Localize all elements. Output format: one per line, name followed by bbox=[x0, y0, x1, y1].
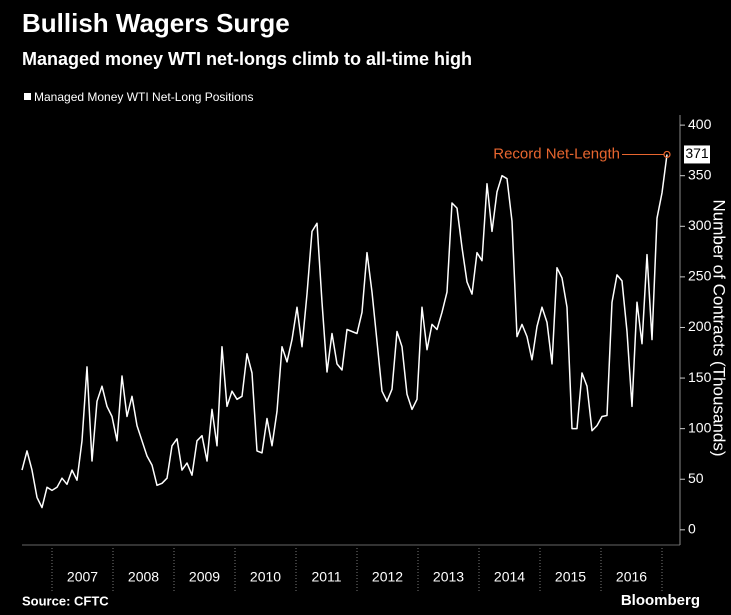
data-line bbox=[21, 154, 668, 509]
value-label-box bbox=[684, 145, 710, 164]
annotation-text: Record Net-Length bbox=[493, 145, 620, 162]
source: Source: CFTC bbox=[22, 593, 109, 608]
x-tick-label: 2010 bbox=[250, 569, 281, 585]
y-tick-label: 400 bbox=[688, 116, 712, 132]
x-tick-label: 2011 bbox=[311, 569, 341, 585]
y-tick-label: 250 bbox=[688, 268, 712, 284]
y-axis-title: Number of Contracts (Thousands) bbox=[710, 200, 729, 457]
y-tick-label: 0 bbox=[688, 521, 696, 537]
x-tick-label: 2007 bbox=[67, 569, 98, 585]
x-tick-label: 2016 bbox=[616, 569, 647, 585]
legend-swatch bbox=[24, 93, 31, 100]
y-tick-label: 150 bbox=[688, 369, 712, 385]
y-tick-label: 50 bbox=[688, 470, 704, 486]
y-tick-label: 200 bbox=[688, 318, 712, 334]
value-label: 371 bbox=[685, 145, 709, 161]
x-tick-label: 2013 bbox=[433, 569, 464, 585]
legend-label: Managed Money WTI Net-Long Positions bbox=[34, 90, 253, 104]
y-tick-label: 300 bbox=[688, 217, 712, 233]
brand: Bloomberg bbox=[621, 592, 700, 609]
x-tick-label: 2012 bbox=[372, 569, 403, 585]
y-tick-label: 100 bbox=[688, 419, 712, 435]
chart-subtitle: Managed money WTI net-longs climb to all… bbox=[22, 49, 472, 69]
y-tick-label: 350 bbox=[688, 166, 712, 182]
chart-title: Bullish Wagers Surge bbox=[22, 8, 290, 38]
x-tick-label: 2014 bbox=[494, 569, 525, 585]
annotation-marker bbox=[663, 150, 671, 159]
x-tick-label: 2015 bbox=[555, 569, 586, 585]
x-tick-label: 2008 bbox=[128, 569, 159, 585]
x-tick-label: 2009 bbox=[189, 569, 220, 585]
